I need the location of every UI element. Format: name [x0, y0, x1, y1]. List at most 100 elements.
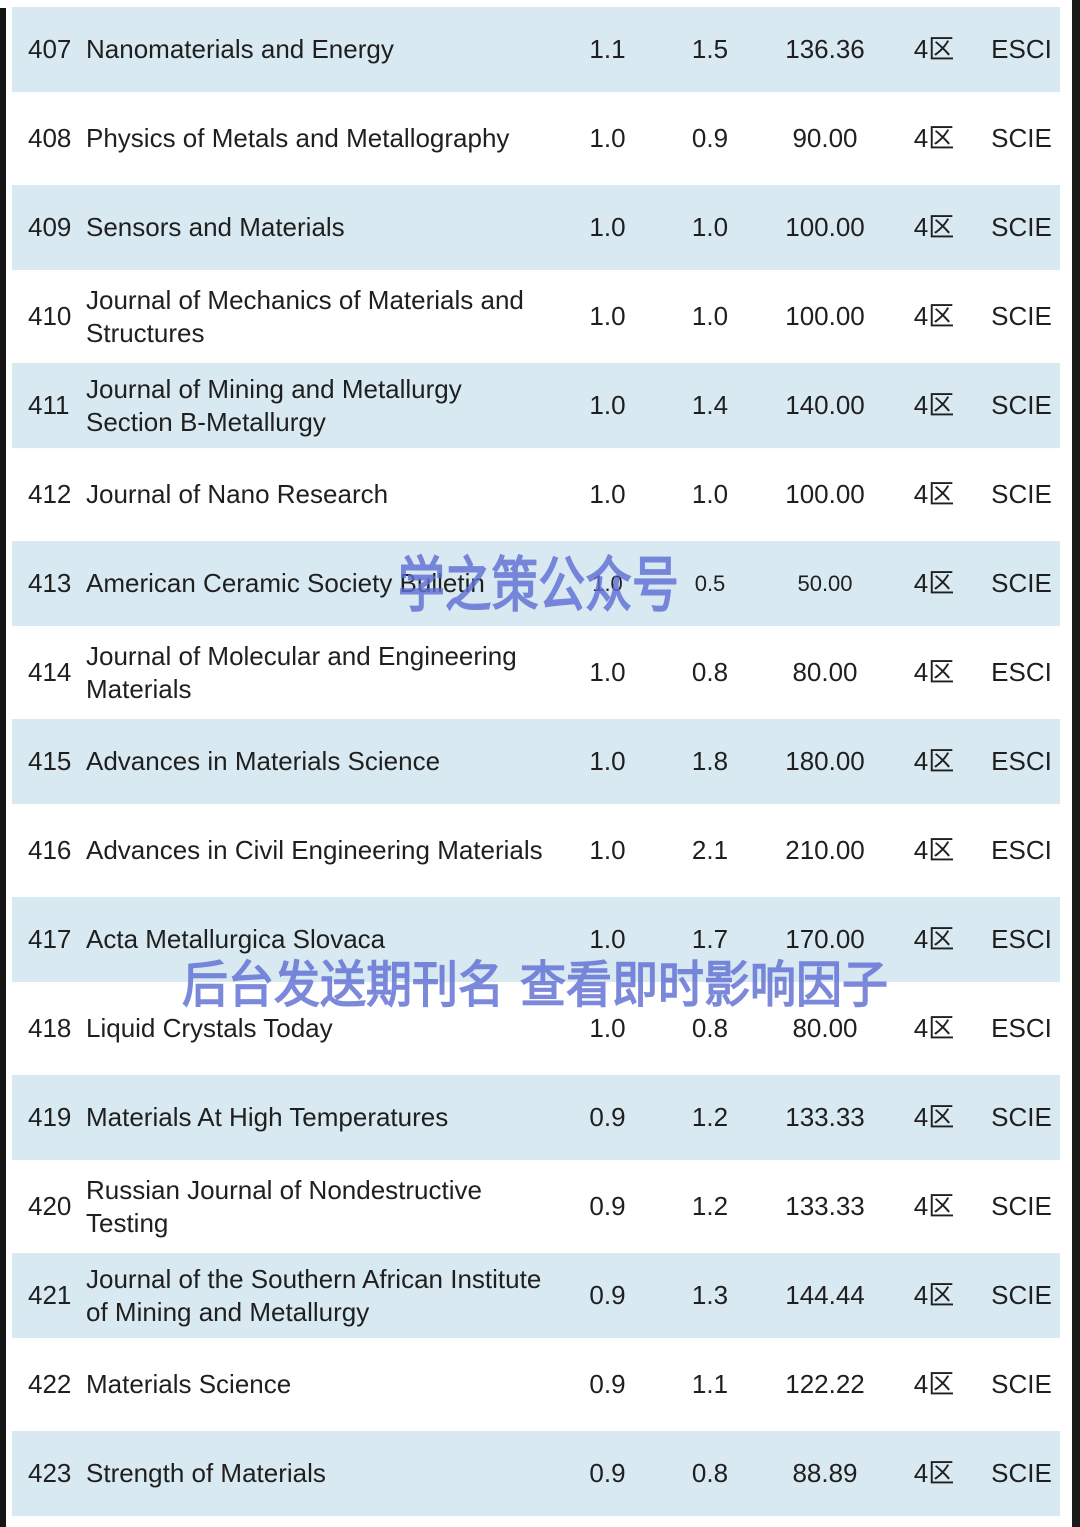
journal-name-cell: Materials At High Temperatures [86, 1102, 449, 1132]
metric2-cell: 0.9 [691, 123, 729, 153]
row-number-cell: 420 [28, 1191, 72, 1221]
metric3-cell: 100.00 [785, 301, 865, 331]
metric2-cell: 1.8 [691, 746, 729, 776]
metric1-cell: 0.9 [589, 1102, 626, 1132]
index-type-cell: ESCI [991, 746, 1052, 776]
zone-cell: 4区 [913, 212, 955, 242]
metric2-cell: 1.2 [691, 1102, 729, 1132]
metric2-cell: 1.0 [691, 212, 729, 242]
zone-cell: 4区 [913, 746, 955, 776]
row-number-cell: 422 [28, 1369, 72, 1399]
metric3-cell: 122.22 [785, 1369, 865, 1399]
metric2-cell: 1.1 [691, 1369, 729, 1399]
table-row: 413 American Ceramic Society Bulletin 1.0 0… [12, 539, 1060, 628]
zone-cell: 4区 [913, 301, 955, 331]
metric2-cell: 1.3 [691, 1280, 729, 1310]
journal-name-cell: Russian Journal of Nondestructive Testin… [86, 1174, 482, 1238]
journal-ranking-table: 407 Nanomaterials and Energy 1.1 1.5 136.36 4… [12, 5, 1060, 1518]
table-row: 415 Advances in Materials Science 1.0 1.8 18… [12, 717, 1060, 806]
metric2-cell: 2.1 [691, 835, 729, 865]
metric2-cell: 1.2 [691, 1191, 729, 1221]
table-row: 421 Journal of the Southern African Insti… [12, 1251, 1060, 1340]
row-number-cell: 415 [28, 746, 72, 776]
row-number-cell: 411 [28, 390, 70, 420]
table-row: 417 Acta Metallurgica Slovaca 1.0 1.7 170.00… [12, 895, 1060, 984]
table-row: 410 Journal of Mechanics of Materials and… [12, 272, 1060, 361]
metric3-cell: 136.36 [785, 34, 865, 64]
metric3-cell: 170.00 [785, 924, 865, 954]
index-type-cell: SCIE [991, 479, 1052, 509]
metric3-cell: 144.44 [785, 1280, 865, 1310]
index-type-cell: SCIE [991, 1369, 1052, 1399]
index-type-cell: ESCI [991, 924, 1052, 954]
metric2-cell: 1.0 [691, 301, 729, 331]
index-type-cell: ESCI [991, 835, 1052, 865]
metric1-cell: 1.0 [589, 657, 626, 687]
table-row: 423 Strength of Materials 0.9 0.8 88.89 4区 SCI… [12, 1429, 1060, 1518]
metric1-cell: 0.9 [589, 1369, 626, 1399]
journal-name-cell: Nanomaterials and Energy [86, 34, 394, 64]
table-row: 416 Advances in Civil Engineering Materia… [12, 806, 1060, 895]
metric1-cell: 0.9 [589, 1191, 626, 1221]
journal-name-cell: Materials Science [86, 1369, 292, 1399]
index-type-cell: SCIE [991, 390, 1052, 420]
table-row: 408 Physics of Metals and Metallography 1.… [12, 94, 1060, 183]
metric3-cell: 180.00 [785, 746, 865, 776]
journal-name-cell: Physics of Metals and Metallography [86, 123, 510, 153]
index-type-cell: SCIE [991, 1191, 1052, 1221]
metric1-cell: 1.0 [589, 301, 626, 331]
metric2-cell: 0.8 [691, 1013, 729, 1043]
row-number-cell: 410 [28, 301, 72, 331]
zone-cell: 4区 [913, 479, 955, 509]
zone-cell: 4区 [913, 390, 955, 420]
metric1-cell: 1.0 [589, 924, 626, 954]
journal-name-cell: American Ceramic Society Bulletin [86, 568, 485, 598]
row-number-cell: 417 [28, 924, 72, 954]
zone-cell: 4区 [913, 123, 955, 153]
table-row: 409 Sensors and Materials 1.0 1.0 100.00 4区 SC… [12, 183, 1060, 272]
journal-name-cell: Journal of Nano Research [86, 479, 389, 509]
metric1-cell: 1.0 [592, 571, 623, 596]
metric3-cell: 100.00 [785, 479, 865, 509]
table-row: 407 Nanomaterials and Energy 1.1 1.5 136.36 4… [12, 5, 1060, 94]
metric2-cell: 0.8 [691, 1458, 729, 1488]
zone-cell: 4区 [913, 34, 955, 64]
metric2-cell: 0.5 [694, 571, 726, 596]
right-edge-bar [1072, 0, 1080, 1527]
zone-cell: 4区 [913, 1369, 955, 1399]
metric2-cell: 1.7 [691, 924, 729, 954]
journal-name-cell: Advances in Materials Science [86, 746, 441, 776]
left-edge-bar [0, 8, 6, 1527]
index-type-cell: SCIE [991, 301, 1052, 331]
index-type-cell: ESCI [991, 657, 1052, 687]
metric1-cell: 1.0 [589, 479, 626, 509]
table-row: 420 Russian Journal of Nondestructive Tes… [12, 1162, 1060, 1251]
index-type-cell: ESCI [991, 1013, 1052, 1043]
journal-name-cell: Journal of the Southern African Institut… [86, 1263, 542, 1327]
table-row: 411 Journal of Mining and Metallurgy Sect… [12, 361, 1060, 450]
zone-cell: 4区 [913, 835, 955, 865]
index-type-cell: SCIE [991, 123, 1052, 153]
metric1-cell: 1.1 [589, 34, 626, 64]
table-row: 414 Journal of Molecular and Engineering … [12, 628, 1060, 717]
journal-name-cell: Journal of Mechanics of Materials and St… [86, 284, 524, 348]
metric1-cell: 1.0 [589, 1013, 626, 1043]
metric3-cell: 88.89 [792, 1458, 858, 1488]
row-number-cell: 414 [28, 657, 72, 687]
row-number-cell: 413 [28, 568, 72, 598]
zone-cell: 4区 [913, 657, 955, 687]
metric1-cell: 1.0 [589, 212, 626, 242]
journal-name-cell: Sensors and Materials [86, 212, 345, 242]
zone-cell: 4区 [913, 1458, 955, 1488]
index-type-cell: SCIE [991, 568, 1052, 598]
metric3-cell: 133.33 [785, 1102, 865, 1132]
journal-name-cell: Journal of Molecular and Engineering Mat… [86, 640, 517, 704]
metric2-cell: 1.4 [691, 390, 729, 420]
journal-name-cell: Acta Metallurgica Slovaca [86, 924, 386, 954]
metric1-cell: 1.0 [589, 390, 626, 420]
row-number-cell: 423 [28, 1458, 72, 1488]
metric3-cell: 210.00 [785, 835, 865, 865]
row-number-cell: 409 [28, 212, 72, 242]
table-row: 419 Materials At High Temperatures 0.9 1.2 1… [12, 1073, 1060, 1162]
metric3-cell: 50.00 [797, 571, 853, 596]
